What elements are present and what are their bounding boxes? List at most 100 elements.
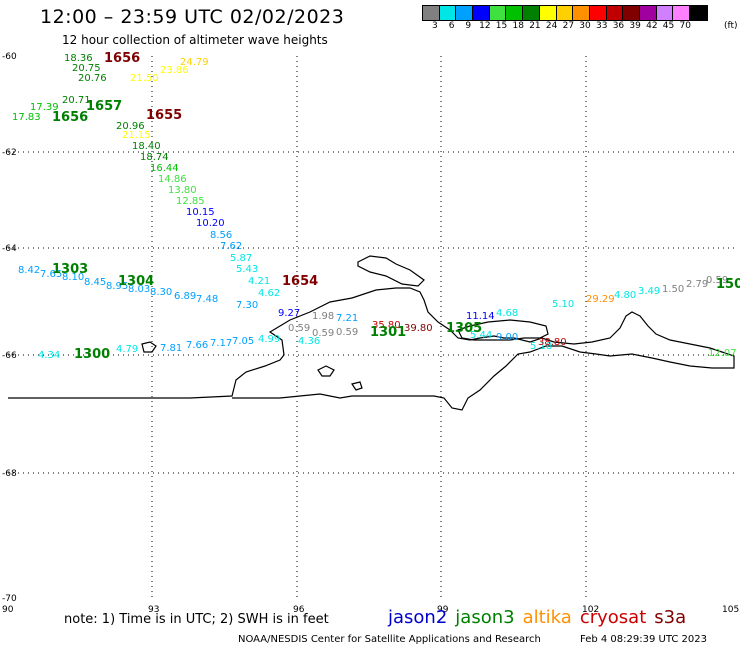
satellite-legend-altika: altika xyxy=(522,607,572,628)
coastline-main xyxy=(8,287,735,411)
wave-height-value: 8.42 xyxy=(18,265,40,276)
wave-height-value: 4.99 xyxy=(258,334,280,345)
wave-height-value: 4.62 xyxy=(258,288,280,299)
latitude-label: -68 xyxy=(2,469,17,479)
wave-height-value: 7.62 xyxy=(220,241,242,252)
legend-label: 39 xyxy=(629,21,641,31)
pass-time-label: 1657 xyxy=(86,99,122,114)
pass-time-label: 1303 xyxy=(52,262,88,277)
longitude-label: 102 xyxy=(582,605,599,615)
longitude-label: 90 xyxy=(2,605,14,615)
wave-height-value: 7.30 xyxy=(236,300,258,311)
latitude-label: -70 xyxy=(2,594,17,604)
color-scale-legend xyxy=(422,5,708,21)
longitude-label: 96 xyxy=(293,605,305,615)
wave-height-value: 5.44 xyxy=(470,330,492,341)
wave-height-value: 4.34 xyxy=(38,350,60,361)
legend-label: 30 xyxy=(579,21,591,31)
wave-height-value: 1.50 xyxy=(662,284,684,295)
legend-swatch xyxy=(639,6,657,20)
legend-swatch xyxy=(656,6,674,20)
legend-swatch xyxy=(506,6,524,20)
pass-time-label: 1301 xyxy=(370,325,406,340)
legend-label: 3 xyxy=(432,21,438,31)
map-title: 12:00 – 23:59 UTC 02/02/2023 xyxy=(40,6,345,28)
wave-height-value: 7.66 xyxy=(186,340,208,351)
wave-height-value: 10.20 xyxy=(196,218,225,229)
coastline-islet-3 xyxy=(351,381,363,391)
latitude-label: -66 xyxy=(2,351,17,361)
wave-height-value: 5.18 xyxy=(530,341,552,352)
longitude-label: 99 xyxy=(437,605,449,615)
wave-height-value: 39.80 xyxy=(404,323,433,334)
legend-swatch xyxy=(589,6,607,20)
wave-height-value: 8.10 xyxy=(62,272,84,283)
latitude-labels: -60 -62 -64 -66 -68 -70 xyxy=(2,52,17,604)
longitude-label: 105 xyxy=(722,605,739,615)
wave-height-value: 7.21 xyxy=(336,313,358,324)
legend-unit: (ft) xyxy=(724,21,738,31)
legend-swatch xyxy=(473,6,490,20)
wave-height-value: 0.59 xyxy=(312,328,334,339)
legend-swatch xyxy=(439,6,457,20)
legend-swatch xyxy=(673,6,690,20)
legend-label: 15 xyxy=(495,21,508,31)
map-subtitle: 12 hour collection of altimeter wave hei… xyxy=(62,33,328,47)
wave-height-value: 20.76 xyxy=(78,73,107,84)
pass-time-label: 1654 xyxy=(282,274,318,289)
legend-swatch xyxy=(606,6,624,20)
wave-height-value: 12.07 xyxy=(708,348,737,359)
wave-height-value: 16.44 xyxy=(150,163,179,174)
wave-height-value: 29.29 xyxy=(586,294,615,305)
legend-label: 6 xyxy=(448,21,455,31)
wave-height-value: 18.36 xyxy=(64,53,93,64)
wave-height-value: 4.80 xyxy=(614,290,636,301)
legend-swatch xyxy=(573,6,590,20)
coastline-islet-2 xyxy=(317,365,335,377)
wave-height-value: 8.30 xyxy=(150,287,172,298)
wave-height-value: 17.39 xyxy=(30,102,59,113)
wave-height-value: 8.03 xyxy=(128,284,150,295)
pass-time-label: 1304 xyxy=(118,274,154,289)
satellite-legend-s3a: s3a xyxy=(654,607,687,628)
generation-timestamp: Feb 4 08:29:39 UTC 2023 xyxy=(580,634,707,645)
legend-swatch xyxy=(539,6,557,20)
longitude-label: 93 xyxy=(148,605,159,615)
legend-label: 21 xyxy=(529,21,541,31)
wave-height-value: 11.14 xyxy=(466,311,495,322)
pass-time-label: 150 xyxy=(716,277,740,292)
legend-swatch xyxy=(690,6,707,20)
legend-label: 45 xyxy=(662,21,675,31)
wave-height-value: 9.27 xyxy=(278,308,300,319)
wave-height-value: 0.59 xyxy=(706,275,728,286)
legend-label: 9 xyxy=(465,21,472,31)
satellite-legend-jason3: jason3 xyxy=(455,607,515,628)
wave-height-value: 4.79 xyxy=(116,344,138,355)
legend-label: 42 xyxy=(646,21,658,31)
satellite-legend-cryosat: cryosat xyxy=(579,607,647,628)
pass-time-label: 1656 xyxy=(104,51,140,66)
wave-height-value: 5.43 xyxy=(236,264,258,275)
wave-height-value: 23.86 xyxy=(160,65,189,76)
wave-height-value: 7.17 xyxy=(210,338,232,349)
latitude-label: -64 xyxy=(2,244,17,254)
wave-height-value: 1.98 xyxy=(312,311,334,322)
wave-height-value: 21.50 xyxy=(130,73,159,84)
wave-height-value: 14.86 xyxy=(158,174,187,185)
legend-label: 70 xyxy=(679,21,691,31)
wave-height-value: 38.80 xyxy=(538,337,567,348)
wave-height-value: 8.56 xyxy=(210,230,232,241)
legend-swatch xyxy=(423,6,440,20)
legend-label: 36 xyxy=(612,21,625,31)
wave-height-value: 6.89 xyxy=(174,291,196,302)
coastline-islet-1 xyxy=(141,341,157,353)
longitude-labels: 90 93 96 99 102 105 xyxy=(2,605,739,615)
legend-label: 24 xyxy=(545,21,558,31)
coastline-island-1 xyxy=(357,255,425,287)
pass-time-label: 1300 xyxy=(74,347,110,362)
latitude-label: -62 xyxy=(2,148,17,158)
legend-swatch xyxy=(523,6,540,20)
wave-height-value: 12.85 xyxy=(176,196,205,207)
satellite-legend-jason2: jason2 xyxy=(388,607,448,628)
